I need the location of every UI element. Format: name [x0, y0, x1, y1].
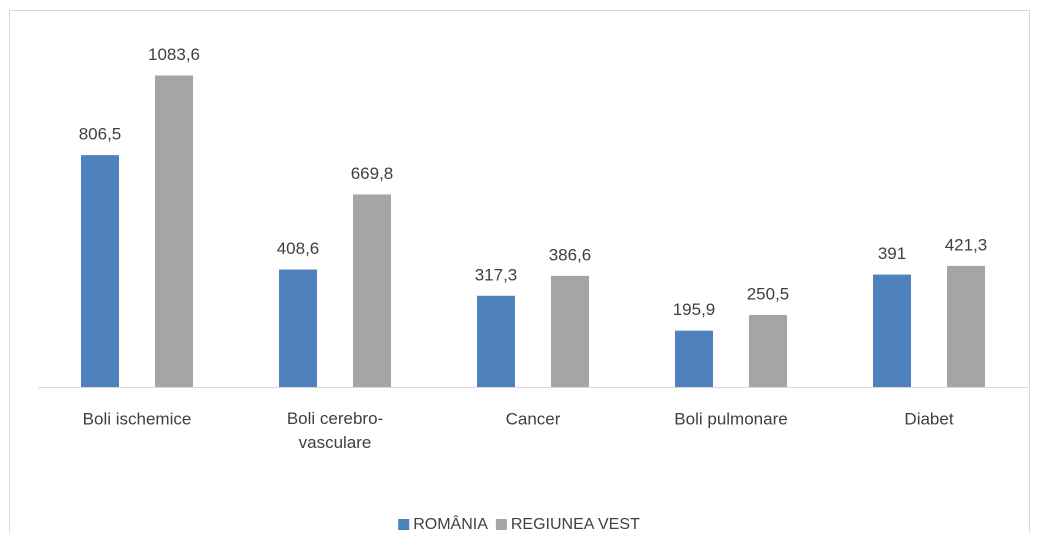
- data-label: 317,3: [475, 265, 518, 284]
- data-label: 421,3: [945, 235, 988, 254]
- data-label: 386,6: [549, 245, 592, 264]
- x-tick-label: Boli ischemice: [83, 409, 192, 428]
- legend-swatch: [398, 519, 410, 530]
- bar: [873, 274, 911, 387]
- bar: [947, 265, 985, 387]
- x-tick-label: Diabet: [904, 409, 953, 428]
- bar: [551, 275, 589, 387]
- bar: [675, 330, 713, 387]
- data-label: 1083,6: [148, 45, 200, 64]
- data-label: 408,6: [277, 239, 320, 258]
- bar: [353, 194, 391, 387]
- legend-swatch: [495, 519, 507, 530]
- data-label: 669,8: [351, 164, 394, 183]
- legend-label: ROMÂNIA: [413, 514, 488, 533]
- bar: [279, 269, 317, 387]
- data-label: 195,9: [673, 300, 716, 319]
- x-tick-label: Cancer: [506, 409, 561, 428]
- legend-label: REGIUNEA VEST: [511, 516, 640, 533]
- bar: [749, 314, 787, 387]
- x-tick-label: Boli cerebro-vasculare: [287, 409, 383, 452]
- bar: [155, 75, 193, 387]
- x-tick-label: Boli pulmonare: [674, 409, 787, 428]
- bar: [477, 295, 515, 387]
- data-label: 391: [878, 244, 906, 263]
- data-label: 250,5: [747, 284, 790, 303]
- bar: [81, 155, 119, 387]
- data-label: 806,5: [79, 125, 122, 144]
